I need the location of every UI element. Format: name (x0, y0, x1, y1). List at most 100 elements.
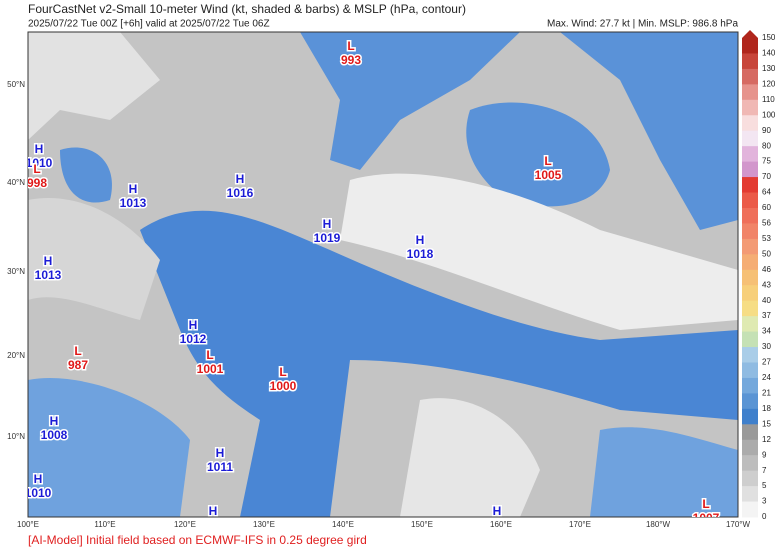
system-letter: L (702, 497, 709, 511)
lat-label: 50°N (7, 80, 25, 89)
colorbar-cap (742, 30, 758, 38)
colorbar-segment (742, 161, 758, 178)
system-pressure: 1005 (535, 168, 562, 182)
system-letter: H (34, 472, 43, 486)
system-letter: L (206, 348, 213, 362)
system-pressure: 987 (68, 358, 88, 372)
colorbar-tick-label: 5 (762, 481, 767, 490)
lon-label: 170°W (726, 520, 751, 529)
system-letter: L (279, 365, 286, 379)
colorbar-segment (742, 68, 758, 85)
subtitle: 2025/07/22 Tue 00Z [+6h] valid at 2025/0… (28, 19, 270, 30)
lon-label: 150°E (411, 520, 433, 529)
lat-label: 10°N (7, 432, 25, 441)
colorbar-tick-label: 56 (762, 219, 771, 228)
lon-label: 160°E (490, 520, 512, 529)
system-pressure: 1013 (120, 196, 147, 210)
colorbar-tick-label: 18 (762, 404, 771, 413)
colorbar-segment (742, 99, 758, 116)
lat-label: 20°N (7, 351, 25, 360)
colorbar-tick-label: 150 (762, 33, 776, 42)
colorbar-tick-label: 27 (762, 358, 771, 367)
colorbar-segment (742, 146, 758, 163)
colorbar-segment (742, 130, 758, 147)
colorbar-tick-label: 43 (762, 280, 771, 289)
colorbar-tick-label: 50 (762, 249, 771, 258)
colorbar-tick-label: 100 (762, 110, 776, 119)
colorbar-tick-label: 46 (762, 265, 771, 274)
colorbar-segment (742, 316, 758, 333)
colorbar-tick-label: 70 (762, 172, 771, 181)
colorbar-tick-label: 30 (762, 342, 771, 351)
system-letter: H (50, 414, 59, 428)
stats: Max. Wind: 27.7 kt | Min. MSLP: 986.8 hP… (547, 19, 738, 30)
lon-label: 180°W (646, 520, 671, 529)
lat-label: 30°N (7, 267, 25, 276)
colorbar-segment (742, 238, 758, 255)
system-letter: H (209, 504, 218, 518)
lon-label: 140°E (332, 520, 354, 529)
colorbar-tick-label: 90 (762, 126, 771, 135)
colorbar-segment (742, 223, 758, 240)
colorbar-tick-label: 120 (762, 79, 776, 88)
colorbar-tick-label: 40 (762, 296, 771, 305)
colorbar-segment (742, 408, 758, 425)
system-pressure: 998 (27, 176, 47, 190)
lon-label: 130°E (253, 520, 275, 529)
colorbar-segment (742, 84, 758, 101)
system-letter: H (493, 504, 502, 518)
footer: [AI-Model] Initial field based on ECMWF-… (28, 533, 367, 547)
system-letter: H (35, 142, 44, 156)
lat-label: 40°N (7, 178, 25, 187)
colorbar-tick-label: 140 (762, 49, 776, 58)
system-letter: H (44, 254, 53, 268)
colorbar-tick-label: 110 (762, 95, 775, 104)
colorbar-segment (742, 300, 758, 317)
colorbar-tick-label: 53 (762, 234, 771, 243)
colorbar-tick-label: 64 (762, 188, 771, 197)
colorbar-segment (742, 347, 758, 363)
system-letter: H (416, 233, 425, 247)
colorbar-tick-label: 0 (762, 512, 767, 521)
lon-label: 100°E (17, 520, 39, 529)
colorbar-tick-label: 9 (762, 450, 767, 459)
system-letter: H (216, 446, 225, 460)
lon-label: 170°E (569, 520, 591, 529)
colorbar-segment (742, 53, 758, 70)
system-pressure: 1007 (693, 511, 720, 525)
system-pressure: 1012 (180, 332, 207, 346)
system-letter: L (347, 39, 354, 53)
colorbar-segment (742, 285, 758, 302)
colorbar-tick-label: 130 (762, 64, 776, 73)
system-letter: L (544, 154, 551, 168)
colorbar-tick-label: 15 (762, 419, 771, 428)
colorbar-segment (742, 38, 758, 54)
colorbar-tick-label: 7 (762, 466, 767, 475)
system-pressure: 1011 (207, 460, 233, 474)
lon-label: 120°E (174, 520, 196, 529)
colorbar-segment (742, 424, 758, 441)
system-letter: H (189, 318, 198, 332)
system-pressure: 1001 (197, 362, 224, 376)
colorbar-tick-label: 80 (762, 141, 771, 150)
colorbar-segment (742, 393, 758, 410)
map-frame (27, 31, 739, 518)
colorbar-segment (742, 439, 758, 456)
lon-label: 110°E (94, 520, 115, 529)
colorbar-segment (742, 377, 758, 394)
colorbar-tick-label: 24 (762, 373, 771, 382)
colorbar-tick-label: 34 (762, 327, 771, 336)
colorbar-segment (742, 362, 758, 379)
colorbar-segment (742, 470, 758, 487)
system-pressure: 1016 (227, 186, 254, 200)
colorbar-segment (742, 486, 758, 503)
colorbar-tick-label: 3 (762, 497, 767, 506)
colorbar-tick-label: 12 (762, 435, 771, 444)
system-pressure: 1018 (407, 247, 434, 261)
colorbar-segment (742, 331, 758, 348)
system-pressure: 993 (341, 53, 361, 67)
title: FourCastNet v2-Small 10-meter Wind (kt, … (28, 2, 466, 16)
colorbar-segment (742, 207, 758, 224)
